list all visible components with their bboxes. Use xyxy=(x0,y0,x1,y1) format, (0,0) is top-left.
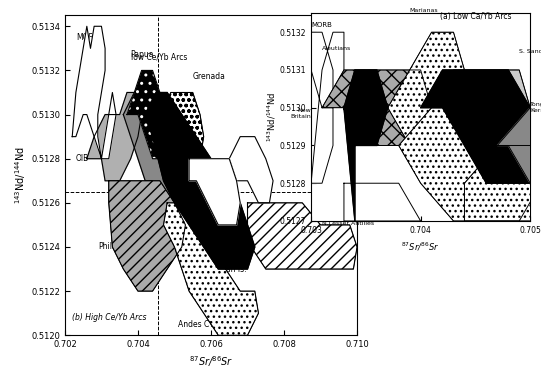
Text: MORB: MORB xyxy=(311,22,332,29)
Polygon shape xyxy=(160,93,203,159)
Text: N.Lesser Antilles: N.Lesser Antilles xyxy=(322,221,374,226)
Text: OIB: OIB xyxy=(244,143,257,152)
Polygon shape xyxy=(421,70,541,183)
Polygon shape xyxy=(127,70,163,159)
Text: Banda Arc: Banda Arc xyxy=(295,238,334,247)
Polygon shape xyxy=(311,32,344,183)
X-axis label: $^{87}$Sr/$^{86}$Sr: $^{87}$Sr/$^{86}$Sr xyxy=(401,240,440,253)
Polygon shape xyxy=(399,108,541,221)
Text: low Ce/Yb Arcs: low Ce/Yb Arcs xyxy=(130,52,187,61)
Text: Grenada: Grenada xyxy=(193,72,226,82)
Text: S. Sandwich Is: S. Sandwich Is xyxy=(519,49,541,54)
Text: Philippines: Philippines xyxy=(98,242,140,251)
Polygon shape xyxy=(443,70,530,146)
Text: Tonga-
Kermadec: Tonga- Kermadec xyxy=(530,102,541,113)
Polygon shape xyxy=(497,108,541,183)
Text: MORB: MORB xyxy=(76,33,99,42)
Polygon shape xyxy=(189,159,240,225)
Polygon shape xyxy=(464,146,541,221)
Text: New
Britain: New Britain xyxy=(291,108,311,118)
Polygon shape xyxy=(377,32,464,146)
Text: Bulk Earth: Bulk Earth xyxy=(313,177,349,183)
Polygon shape xyxy=(229,137,273,203)
Text: Marianas: Marianas xyxy=(410,8,438,13)
Polygon shape xyxy=(163,203,259,335)
Polygon shape xyxy=(344,70,388,221)
Text: Aeolian is.: Aeolian is. xyxy=(207,264,247,274)
Polygon shape xyxy=(87,93,142,181)
Text: (b) High Ce/Yb Arcs: (b) High Ce/Yb Arcs xyxy=(72,313,147,322)
Polygon shape xyxy=(145,93,255,269)
X-axis label: $^{87}$Sr/$^{86}$Sr: $^{87}$Sr/$^{86}$Sr xyxy=(189,355,233,370)
Polygon shape xyxy=(123,93,203,247)
Text: Aleutians: Aleutians xyxy=(322,46,351,51)
Y-axis label: $^{143}$Nd/$^{144}$Nd: $^{143}$Nd/$^{144}$Nd xyxy=(14,146,28,204)
Text: Andes CVZ: Andes CVZ xyxy=(178,320,220,329)
Polygon shape xyxy=(109,181,186,291)
Text: Papua: Papua xyxy=(130,50,154,59)
Text: (a) Low Ca/Yb Arcs: (a) Low Ca/Yb Arcs xyxy=(440,12,511,21)
Text: OIB: OIB xyxy=(76,154,89,163)
Y-axis label: $^{143}$Nd/$^{144}$Nd: $^{143}$Nd/$^{144}$Nd xyxy=(266,92,278,142)
Polygon shape xyxy=(247,203,357,269)
Polygon shape xyxy=(322,70,432,146)
Text: Java: Java xyxy=(200,158,216,168)
Polygon shape xyxy=(72,26,116,159)
